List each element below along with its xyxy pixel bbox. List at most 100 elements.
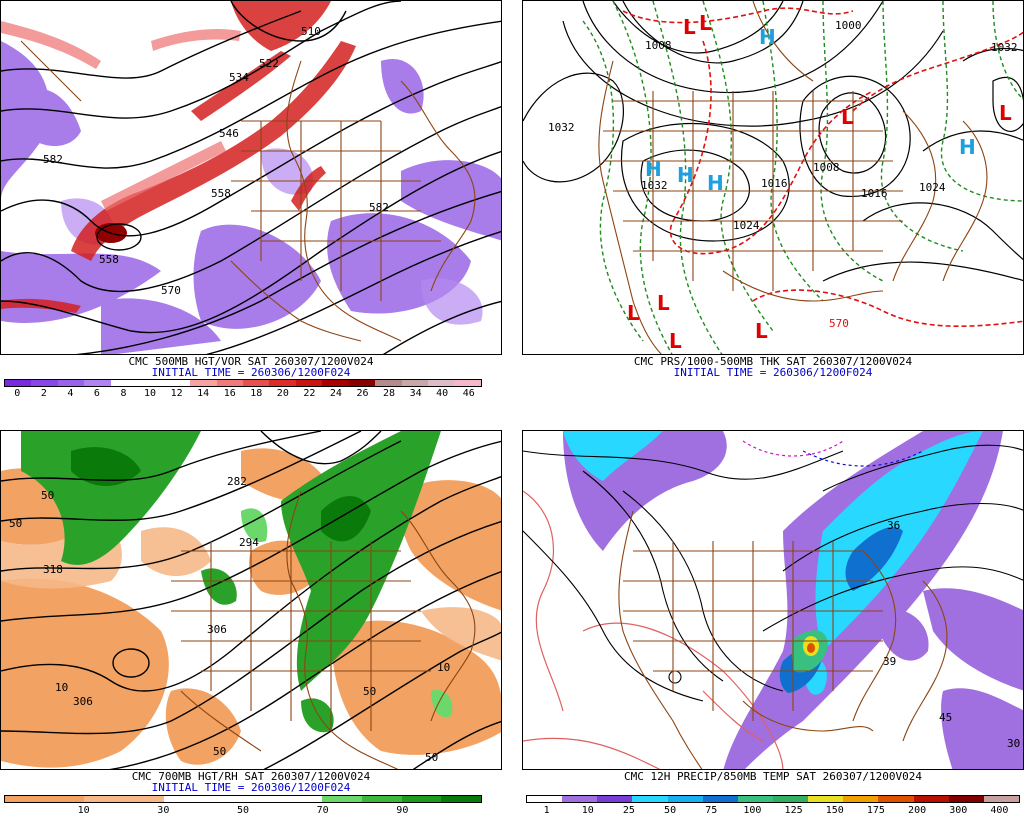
colorbar-swatch	[441, 796, 482, 802]
panel-title: CMC PRS/1000-500MB THK SAT 260307/1200V0…	[633, 355, 913, 368]
colorbar-swatch	[667, 796, 703, 802]
colorbar-swatch	[295, 380, 323, 386]
colorbar-swatch	[401, 380, 428, 386]
colorbar-swatch	[808, 796, 844, 802]
isobar-label: 1000	[835, 19, 862, 32]
colorbar-swatch	[243, 796, 283, 802]
colorbar-swatch	[322, 380, 349, 386]
contour-label: 558	[211, 187, 231, 200]
map-700mb-svg: 318 306 282 294 306 50 50 50 10 10 50 50	[1, 431, 501, 769]
temp-label: 45	[939, 711, 952, 724]
colorbar-swatch	[843, 796, 879, 802]
colorbar-tick-label: 125	[784, 805, 803, 816]
colorbar-swatch	[878, 796, 914, 802]
colorbar-swatch	[110, 380, 138, 386]
isobar-label: 1016	[761, 177, 788, 190]
contour-label: 522	[259, 57, 279, 70]
colorbar-tick-label: 50	[236, 805, 250, 816]
low-center-symbol: L	[683, 15, 696, 39]
colorbar-swatch	[216, 380, 243, 386]
colorbar-tick-label: 10	[144, 388, 157, 399]
contour-label: 582	[369, 201, 389, 214]
isobar-label: 1032	[991, 41, 1018, 54]
low-center-symbol: L	[755, 319, 768, 343]
thickness-label: 570	[829, 317, 849, 330]
contour-label: 50	[9, 517, 22, 530]
low-center-symbol: L	[999, 101, 1012, 125]
map-pressure-svg: 1032 1032 1008 1008 1016 1000 1024 1024 …	[523, 1, 1023, 354]
colorbar-rh	[4, 795, 482, 803]
isobar-label: 1024	[733, 219, 760, 232]
initial-time: INITIAL TIME = 260306/1200F024	[151, 781, 351, 794]
colorbar-tick-label: 14	[197, 388, 210, 399]
colorbar-swatch	[401, 796, 442, 802]
contour-label: 282	[227, 475, 247, 488]
contour-label: 570	[161, 284, 181, 297]
colorbar-swatch	[948, 796, 984, 802]
map-precip: 39 36 45 30	[522, 430, 1024, 770]
contour-label: 534	[229, 71, 249, 84]
temp-label: 30	[1007, 737, 1020, 750]
isobar-label: 1008	[813, 161, 840, 174]
colorbar-tick-label: 200	[908, 805, 927, 816]
colorbar-tick-label: 25	[622, 805, 635, 816]
high-center-symbol: H	[759, 25, 776, 49]
colorbar-swatch	[632, 796, 668, 802]
contour-label: 50	[41, 489, 54, 502]
colorbar-tick-label: 0	[14, 388, 21, 399]
map-500mb-svg: 522 534 546 558 558 570 582 582 510	[1, 1, 501, 354]
colorbar-swatch	[124, 796, 164, 802]
colorbar-tick-label: 46	[462, 388, 475, 399]
colorbar-ticks: 0 2 4 6 8 10 12 14 16 18 20 22 24 26 28 34 40 46	[4, 389, 482, 401]
panel-title: CMC 500MB HGT/VOR SAT 260307/1200V024	[128, 355, 374, 368]
colorbar-swatch	[362, 796, 402, 802]
colorbar-tick-label: 10	[581, 805, 594, 816]
contour-label: 510	[301, 25, 321, 38]
colorbar-tick-label: 75	[705, 805, 718, 816]
colorbar-swatch	[84, 796, 125, 802]
colorbar-tick-label: 175	[866, 805, 885, 816]
low-center-symbol: L	[669, 329, 682, 353]
colorbar-precip	[526, 795, 1020, 803]
contour-label: 10	[437, 661, 450, 674]
contour-label: 306	[73, 695, 93, 708]
colorbar-swatch	[562, 796, 598, 802]
contour-label: 318	[43, 563, 63, 576]
colorbar-swatch	[137, 380, 164, 386]
colorbar-tick-label: 100	[743, 805, 762, 816]
colorbar-tick-label: 30	[157, 805, 170, 816]
colorbar-tick-label: 40	[436, 388, 449, 399]
contour-label: 546	[219, 127, 239, 140]
contour-label: 10	[55, 681, 68, 694]
colorbar-swatch	[84, 380, 111, 386]
colorbar-swatch	[702, 796, 738, 802]
colorbar-swatch	[163, 380, 191, 386]
temp-label: 36	[887, 519, 900, 532]
colorbar-ticks: 1 10 25 50 75 100 125 150 175 200 300 400	[526, 806, 1020, 818]
colorbar-swatch	[203, 796, 244, 802]
high-center-symbol: H	[645, 157, 662, 181]
high-center-symbol: H	[959, 135, 976, 159]
low-center-symbol: L	[627, 301, 640, 325]
panel-title: CMC 12H PRECIP/850MB TEMP SAT 260307/120…	[623, 770, 922, 783]
colorbar-tick-label: 26	[356, 388, 369, 399]
colorbar-tick-label: 4	[67, 388, 74, 399]
colorbar-tick-label: 10	[77, 805, 90, 816]
colorbar-swatch	[772, 796, 809, 802]
colorbar-swatch	[527, 796, 563, 802]
colorbar-tick-label: 8	[120, 388, 127, 399]
map-precip-svg: 39 36 45 30	[523, 431, 1023, 769]
contour-label: 294	[239, 536, 259, 549]
isobar-label: 1024	[919, 181, 946, 194]
contour-label: 50	[213, 745, 226, 758]
low-center-symbol: L	[699, 11, 712, 35]
low-center-symbol: L	[841, 105, 854, 129]
map-500mb: 522 534 546 558 558 570 582 582 510	[0, 0, 502, 355]
contour-label: 50	[363, 685, 376, 698]
colorbar-tick-label: 300	[949, 805, 968, 816]
colorbar-swatch	[428, 380, 455, 386]
panel-pressure-thickness: 1032 1032 1008 1008 1016 1000 1024 1024 …	[522, 0, 1024, 400]
colorbar-tick-label: 70	[316, 805, 329, 816]
colorbar-swatch	[454, 380, 481, 386]
colorbar-ticks: 10 30 50 70 90	[4, 806, 482, 818]
